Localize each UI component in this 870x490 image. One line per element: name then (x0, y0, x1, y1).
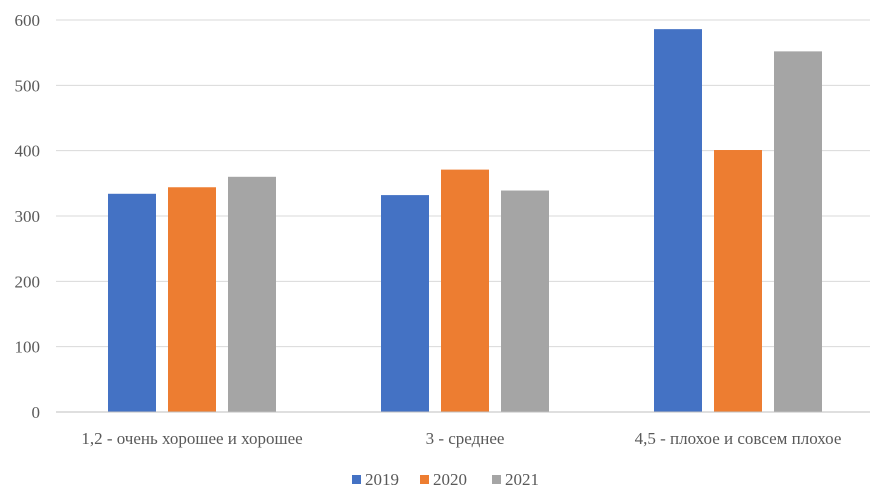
y-axis-ticks: 0 100 200 300 400 500 600 (15, 11, 41, 422)
bar-2019-1 (108, 193, 156, 412)
bars (108, 29, 822, 413)
legend-swatch (492, 475, 501, 484)
bar-2019-2 (381, 195, 429, 412)
legend: 2019 2020 2021 (352, 470, 539, 489)
y-tick-label: 200 (15, 272, 41, 291)
y-tick-label: 500 (15, 76, 41, 95)
y-tick-label: 400 (15, 142, 41, 161)
legend-swatch (420, 475, 429, 484)
bar-2021-2 (501, 190, 549, 412)
x-category-label: 4,5 - плохое и совсем плохое (635, 429, 842, 448)
bar-2020-2 (441, 169, 489, 412)
x-axis-categories: 1,2 - очень хорошее и хорошее 3 - среднее… (81, 429, 841, 448)
y-tick-label: 600 (15, 11, 41, 30)
y-tick-label: 100 (15, 338, 41, 357)
y-tick-label: 300 (15, 207, 41, 226)
y-tick-label: 0 (32, 403, 41, 422)
legend-swatch (352, 475, 361, 484)
legend-label: 2020 (433, 470, 467, 489)
bar-2019-3 (654, 29, 702, 412)
legend-label: 2021 (505, 470, 539, 489)
x-category-label: 1,2 - очень хорошее и хорошее (81, 429, 302, 448)
x-category-label: 3 - среднее (426, 429, 505, 448)
bar-2021-1 (228, 176, 276, 412)
bar-2020-3 (714, 150, 762, 412)
bar-2020-1 (168, 187, 216, 412)
legend-label: 2019 (365, 470, 399, 489)
bar-2021-3 (774, 51, 822, 413)
